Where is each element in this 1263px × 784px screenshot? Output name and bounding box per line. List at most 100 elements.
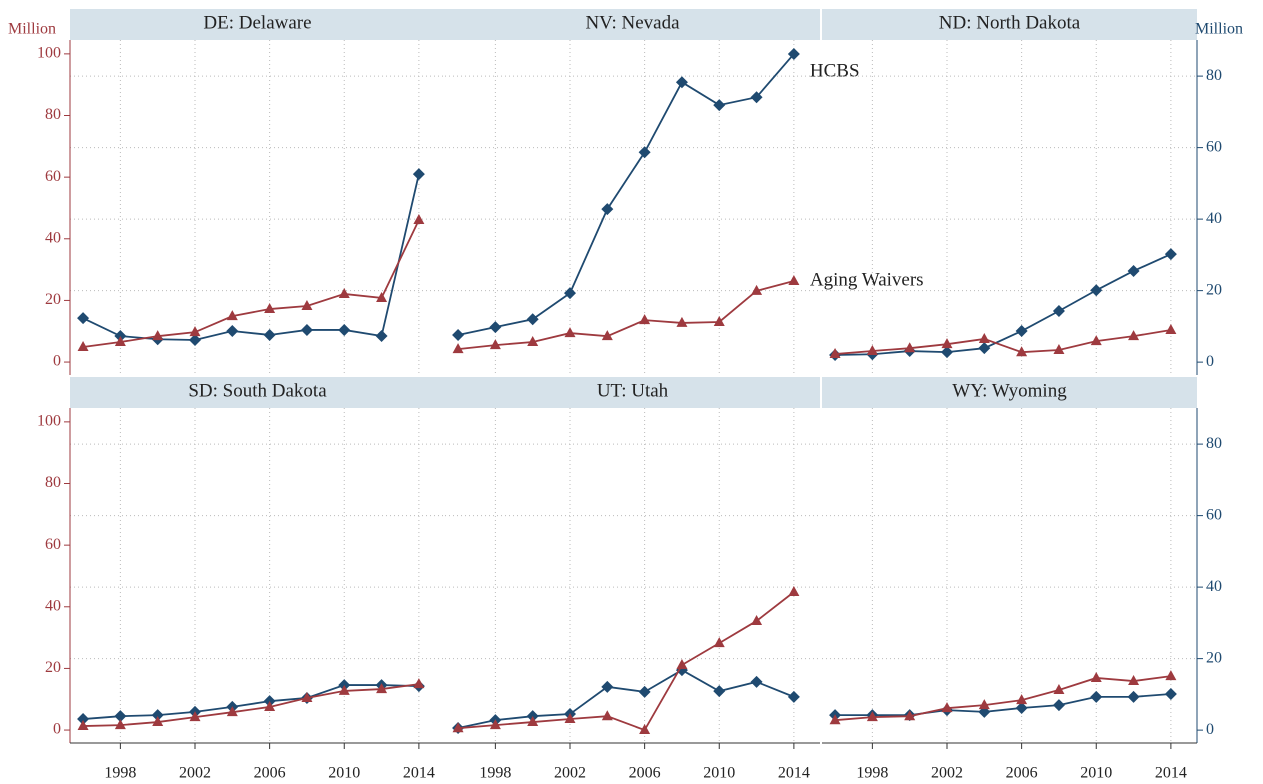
marker [639,314,651,325]
y-tick-label: 60 [45,168,61,185]
marker [375,330,388,343]
marker [412,168,425,181]
series-line [457,591,795,732]
marker [1128,330,1140,341]
marker [713,685,726,698]
marker [1165,670,1177,681]
panel-strip [70,9,445,40]
marker [1164,688,1177,701]
marker [601,710,613,721]
y2-tick-label: 0 [1206,353,1214,370]
marker [564,327,576,338]
marker [564,287,576,300]
marker [1127,690,1140,703]
x-tick-label: 2002 [931,765,963,782]
marker [713,99,726,112]
marker [114,719,126,730]
marker [978,699,990,710]
panel-strip [445,9,820,40]
x-tick-label: 2002 [179,765,211,782]
marker [226,325,239,338]
marker [676,659,688,670]
marker [1090,671,1102,682]
marker [978,342,991,355]
x-tick-label: 2010 [1080,765,1112,782]
y-tick-label: 60 [45,536,61,553]
x-tick-label: 1998 [856,765,888,782]
marker [829,714,841,725]
panel-title: UT: Utah [597,380,669,401]
panel-strip [822,377,1197,408]
marker [564,712,576,723]
series-line [834,329,1172,355]
x-tick-label: 1998 [104,765,136,782]
panel-title: NV: Nevada [585,12,680,33]
marker [866,711,878,722]
marker [264,700,276,711]
marker [489,339,501,350]
x-tick-label: 2010 [328,765,360,782]
x-tick-label: 2002 [554,765,586,782]
marker [226,706,238,717]
marker [941,338,953,349]
y2-tick-label: 0 [1206,721,1214,738]
y-tick-label: 0 [53,353,61,370]
marker [676,316,688,327]
series-line [82,684,419,720]
series-line [834,675,1171,722]
marker [601,680,614,693]
marker [489,719,501,730]
series-line [457,280,795,351]
marker [151,709,164,722]
marker [829,348,841,359]
marker [264,303,276,314]
series-line [83,683,419,727]
marker [750,675,763,688]
panel-strip [822,9,1197,40]
x-tick-label: 2014 [1155,765,1187,782]
x-tick-label: 2014 [403,765,435,782]
marker [452,328,465,341]
y2-tick-label: 60 [1206,138,1222,155]
marker [941,346,953,359]
marker [189,333,201,346]
marker [713,637,725,648]
marker [675,76,688,89]
marker [1052,305,1065,318]
marker [413,213,425,224]
marker [787,690,800,703]
marker [1165,324,1177,335]
marker [638,146,651,159]
y-tick-label: 40 [45,597,61,614]
marker [226,310,238,321]
series-line [82,219,420,348]
marker [1128,675,1140,686]
marker [1164,248,1177,261]
marker [1016,346,1028,357]
y2-tick-label: 20 [1206,649,1222,666]
y2-axis-label: Million [1195,21,1243,38]
marker [489,321,502,334]
marker [301,299,313,310]
marker [338,287,350,298]
panel-title: ND: North Dakota [939,12,1081,33]
x-tick-label: 2010 [703,765,735,782]
marker [787,47,800,60]
marker [263,328,276,341]
panel-strip [445,377,820,408]
marker [751,284,763,295]
marker [527,336,539,347]
x-tick-label: 2014 [778,765,810,782]
marker [526,313,539,326]
marker [376,683,388,694]
marker [376,291,388,302]
marker [77,720,89,731]
series-label: HCBS [810,60,860,81]
y2-tick-label: 40 [1206,210,1222,227]
panel-title: WY: Wyoming [952,380,1067,401]
marker [1053,344,1065,355]
marker [114,710,127,723]
marker [452,722,464,733]
y-tick-label: 20 [45,659,61,676]
panel-strip [70,377,445,408]
